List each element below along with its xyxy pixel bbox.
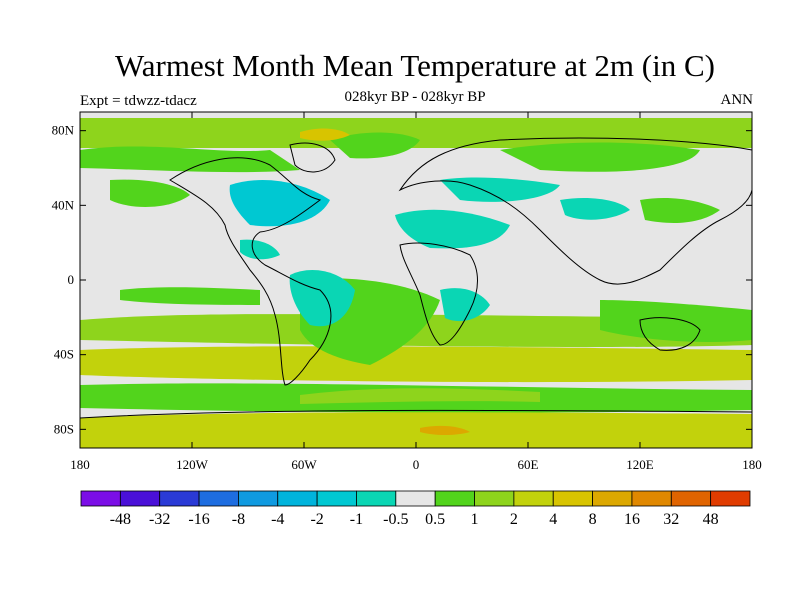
colorbar-label: -16 [188, 511, 209, 528]
colorbar-label: 1 [471, 511, 479, 528]
lat-tick-label: 0 [68, 272, 75, 287]
lon-tick-label: 60E [518, 457, 539, 472]
colorbar-swatch [552, 490, 593, 507]
colorbar-swatch [592, 490, 633, 507]
colorbar-label: -32 [149, 511, 170, 528]
colorbar-swatch [474, 490, 515, 507]
colorbar-swatch [198, 490, 239, 507]
colorbar-swatch [80, 490, 121, 507]
colorbar-label: 0.5 [425, 511, 445, 528]
colorbar-swatch [316, 490, 357, 507]
lon-tick-label: 180 [742, 457, 762, 472]
lon-tick-label: 180 [70, 457, 90, 472]
colorbar-label: 48 [703, 511, 719, 528]
lon-tick-label: 60W [291, 457, 317, 472]
colorbar-swatch [277, 490, 318, 507]
temperature-field [80, 118, 752, 448]
colorbar-swatch [710, 490, 751, 507]
colorbar-label: -2 [310, 511, 323, 528]
colorbar-swatch [434, 490, 475, 507]
season-label: ANN [720, 92, 754, 108]
lon-tick-label: 120W [176, 457, 209, 472]
colorbar-label: -1 [350, 511, 363, 528]
colorbar-label: -8 [232, 511, 245, 528]
colorbar-swatch [513, 490, 554, 507]
colorbar-label: 16 [624, 511, 640, 528]
colorbar-swatch [631, 490, 672, 507]
lat-tick-label: 80S [54, 421, 74, 436]
colorbar: -48 -32 -16 -8 -4 -2 -1 -0.5 0.5 1 2 4 8 16 32 48 [80, 490, 751, 528]
colorbar-label: 8 [589, 511, 597, 528]
colorbar-label: -0.5 [383, 511, 408, 528]
colorbar-swatch [356, 490, 397, 507]
map-title: Warmest Month Mean Temperature at 2m (in… [115, 48, 715, 83]
colorbar-label: 2 [510, 511, 518, 528]
colorbar-swatch [395, 490, 436, 507]
lat-tick-label: 80N [52, 123, 75, 138]
longitude-axis: 180 120W 60W 0 60E 120E 180 [70, 112, 762, 472]
experiment-label: Expt = tdwzz-tdacz [80, 93, 197, 109]
colorbar-label: -4 [271, 511, 284, 528]
map-subtitle: 028kyr BP - 028kyr BP [344, 89, 486, 105]
colorbar-swatch [159, 490, 200, 507]
colorbar-label: 32 [663, 511, 679, 528]
lon-tick-label: 120E [626, 457, 654, 472]
lon-tick-label: 0 [413, 457, 420, 472]
colorbar-swatch [670, 490, 712, 507]
latitude-axis: 80N 40N 0 40S 80S [52, 123, 752, 436]
colorbar-swatch [119, 490, 161, 507]
colorbar-label: 4 [549, 511, 557, 528]
coastlines [80, 137, 752, 419]
colorbar-label: -48 [110, 511, 131, 528]
colorbar-swatch [238, 490, 279, 507]
lat-tick-label: 40S [54, 347, 74, 362]
lat-tick-label: 40N [52, 197, 75, 212]
